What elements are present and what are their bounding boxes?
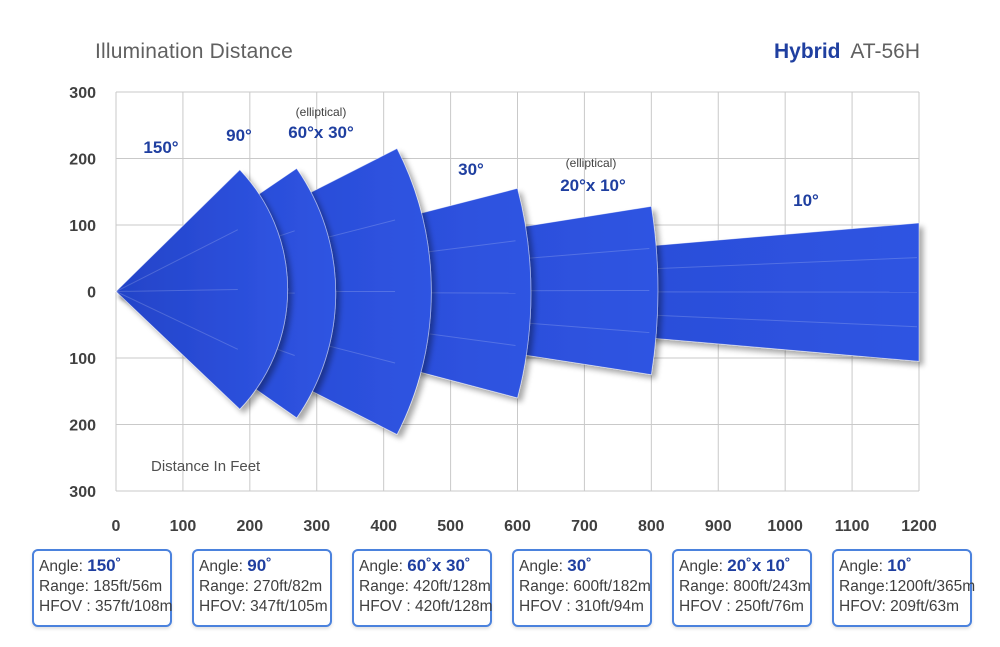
spec-angle-value: 90˚	[247, 556, 272, 575]
spec-angle-prefix: Angle:	[359, 558, 408, 575]
spec-angle-prefix: Angle:	[679, 558, 728, 575]
beam-angle-label: 90°	[226, 126, 252, 145]
y-tick-label: 300	[69, 484, 96, 501]
x-tick-label: 300	[303, 518, 330, 535]
spec-box-10: Angle: 10˚ Range:1200ft/365m HFOV: 209ft…	[832, 549, 976, 627]
spec-angle: Angle: 150˚	[39, 556, 170, 577]
spec-hfov: HFOV : 420ft/128m	[359, 598, 493, 615]
spec-angle-value: 20˚x 10˚	[727, 556, 791, 575]
x-tick-label: 0	[112, 518, 121, 535]
spec-hfov: HFOV : 250ft/76m	[679, 598, 804, 615]
spec-angle-value: 60˚x 30˚	[407, 556, 471, 575]
x-tick-label: 200	[236, 518, 263, 535]
spec-range: Range: 800ft/243m	[679, 578, 811, 595]
y-tick-label: 100	[69, 351, 96, 368]
spec-angle: Angle: 90˚	[199, 556, 330, 577]
beam-ray	[115, 289, 238, 292]
spec-range: Range:1200ft/365m	[839, 578, 976, 595]
y-tick-label: 300	[69, 85, 96, 102]
x-axis-label: Distance In Feet	[151, 458, 261, 475]
spec-box-150: Angle: 150˚ Range: 185ft/56m HFOV : 357f…	[32, 549, 173, 627]
beam-ray	[115, 229, 239, 292]
y-tick-label: 200	[69, 418, 96, 435]
spec-angle-value: 10˚	[887, 556, 912, 575]
spec-angle-prefix: Angle:	[39, 558, 88, 575]
x-tick-label: 800	[638, 518, 665, 535]
y-tick-label: 200	[69, 152, 96, 169]
y-tick-label: 0	[87, 285, 96, 302]
spec-angle: Angle: 30˚	[519, 556, 650, 577]
spec-angle-value: 30˚	[567, 556, 592, 575]
x-tick-label: 500	[437, 518, 464, 535]
x-tick-label: 100	[170, 518, 197, 535]
spec-angle: Angle: 10˚	[839, 556, 970, 577]
spec-hfov: HFOV: 209ft/63m	[839, 598, 960, 615]
spec-range: Range: 600ft/182m	[519, 578, 651, 595]
tick-labels: 0 100 200 300 400 500 600 700 800 900 1000 1100 1200…	[69, 85, 937, 535]
beam-1	[115, 169, 288, 410]
beam-angle-label: 10°	[793, 191, 819, 210]
spec-hfov: HFOV: 347ft/105m	[199, 598, 328, 615]
brand-name: Hybrid	[774, 40, 841, 63]
x-tick-label: 700	[571, 518, 598, 535]
x-tick-label: 400	[370, 518, 397, 535]
spec-range: Range: 420ft/128m	[359, 578, 491, 595]
y-tick-label: 100	[69, 218, 96, 235]
x-tick-label: 1000	[767, 518, 803, 535]
spec-angle-prefix: Angle:	[519, 558, 568, 575]
spec-range: Range: 185ft/56m	[39, 578, 163, 595]
beam-note-label: (elliptical)	[296, 105, 347, 119]
x-tick-label: 600	[504, 518, 531, 535]
brand-label: Hybrid AT-56H	[774, 40, 920, 64]
beam-angle-label: 20°x 10°	[560, 176, 626, 195]
spec-box-90: Angle: 90˚ Range: 270ft/82m HFOV: 347ft/…	[192, 549, 332, 627]
spec-box-20x10: Angle: 20˚x 10˚ Range: 800ft/243m HFOV :…	[672, 549, 812, 627]
spec-angle-prefix: Angle:	[839, 558, 888, 575]
spec-hfov: HFOV : 310ft/94m	[519, 598, 644, 615]
beam-note-label: (elliptical)	[566, 156, 617, 170]
beams	[114, 147, 920, 436]
spec-range: Range: 270ft/82m	[199, 578, 323, 595]
spec-angle-prefix: Angle:	[199, 558, 248, 575]
spec-angle-value: 150˚	[87, 556, 122, 575]
x-tick-label: 1100	[835, 518, 870, 535]
beam-angle-label: 30°	[458, 160, 484, 179]
beam-angle-label: 150°	[143, 138, 178, 157]
spec-box-30: Angle: 30˚ Range: 600ft/182m HFOV : 310f…	[512, 549, 652, 627]
chart-title: Illumination Distance	[95, 40, 293, 63]
spec-hfov: HFOV : 357ft/108m	[39, 598, 173, 615]
beam-ray	[115, 291, 239, 350]
spec-angle: Angle: 60˚x 30˚	[359, 556, 490, 577]
beam-labels: 150° 90° 60°x 30° (elliptical) 30° 20°x 10° (e…	[143, 105, 819, 210]
model-name: AT-56H	[850, 40, 920, 63]
beam-angle-label: 60°x 30°	[288, 123, 354, 142]
spec-box-60x30: Angle: 60˚x 30˚ Range: 420ft/128m HFOV :…	[352, 549, 493, 627]
x-tick-label: 1200	[901, 518, 937, 535]
x-tick-label: 900	[705, 518, 732, 535]
spec-angle: Angle: 20˚x 10˚	[679, 556, 810, 577]
